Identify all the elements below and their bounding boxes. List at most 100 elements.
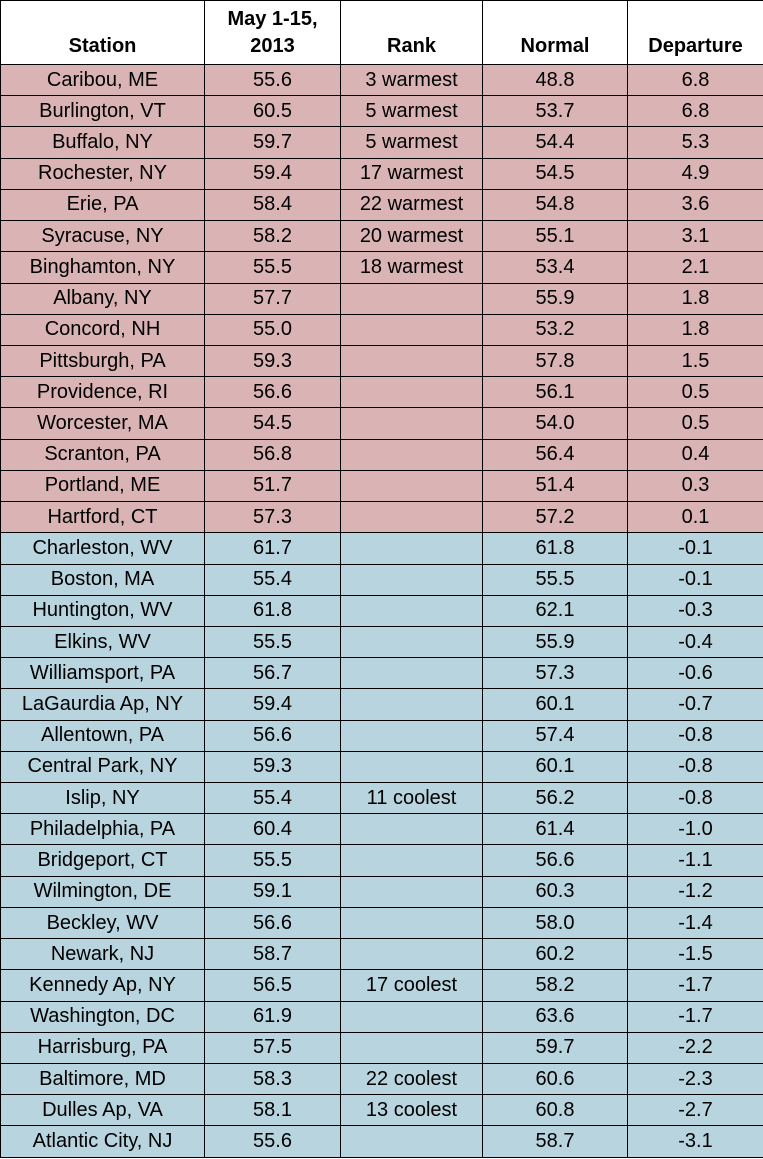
table-cell: 0.5 — [627, 376, 763, 409]
table-cell: 56.5 — [204, 969, 341, 1002]
table-cell: -1.4 — [627, 906, 763, 940]
table-cell: 62.1 — [482, 594, 628, 627]
table-row: Philadelphia, PA 60.4 61.4 -1.0 — [0, 813, 763, 846]
table-cell: 3.6 — [627, 188, 763, 222]
table-cell: Atlantic City, NJ — [0, 1125, 205, 1158]
table-cell: 61.7 — [204, 532, 341, 565]
header-cell: Station — [0, 0, 205, 65]
table-cell: -3.1 — [627, 1125, 763, 1158]
table-cell: -1.7 — [627, 1000, 763, 1033]
table-cell — [340, 594, 483, 627]
table-cell: 51.4 — [482, 469, 628, 503]
table-cell: 56.6 — [204, 906, 341, 940]
table-cell: 54.5 — [204, 407, 341, 440]
table-cell: 56.8 — [204, 438, 341, 471]
table-row: Elkins, WV 55.5 55.9 -0.4 — [0, 625, 763, 659]
table-cell: Philadelphia, PA — [0, 813, 205, 846]
table-cell — [340, 438, 483, 471]
table-cell: 58.7 — [482, 1125, 628, 1158]
table-cell: 58.1 — [204, 1094, 341, 1127]
table-cell: 3.1 — [627, 220, 763, 253]
table-cell: Burlington, VT — [0, 95, 205, 128]
table-cell: 61.8 — [204, 594, 341, 627]
table-row: Caribou, ME 55.6 3 warmest 48.8 6.8 — [0, 63, 763, 97]
table-header: Station May 1-15, 2013 Rank Normal Departure — [0, 0, 763, 65]
table-cell: 61.9 — [204, 1000, 341, 1033]
table-cell: 55.4 — [204, 563, 341, 596]
table-cell — [340, 875, 483, 908]
table-cell: 22 warmest — [340, 188, 483, 222]
table-cell: Wilmington, DE — [0, 875, 205, 908]
table-cell: -1.5 — [627, 938, 763, 971]
table-cell: 5 warmest — [340, 126, 483, 159]
table-cell: 20 warmest — [340, 220, 483, 253]
table-cell — [340, 1031, 483, 1065]
table-cell: 5.3 — [627, 126, 763, 159]
table-cell: Binghamton, NY — [0, 251, 205, 284]
table-cell: 58.3 — [204, 1062, 341, 1096]
table-cell — [340, 1125, 483, 1158]
table-cell: -1.2 — [627, 875, 763, 908]
table-cell: 57.3 — [482, 657, 628, 690]
table-cell — [340, 625, 483, 659]
table-cell: 53.4 — [482, 251, 628, 284]
table-cell — [340, 844, 483, 877]
table-cell: 56.4 — [482, 438, 628, 471]
table-cell — [340, 282, 483, 315]
table-cell: 57.2 — [482, 501, 628, 534]
table-cell: Albany, NY — [0, 282, 205, 315]
table-cell — [340, 532, 483, 565]
table-cell: Portland, ME — [0, 469, 205, 503]
table-cell: 1.8 — [627, 282, 763, 315]
table-row: Syracuse, NY 58.2 20 warmest 55.1 3.1 — [0, 220, 763, 253]
table-row: Washington, DC 61.9 63.6 -1.7 — [0, 1000, 763, 1033]
table-cell: 55.6 — [204, 1125, 341, 1158]
table-cell: 58.2 — [482, 969, 628, 1002]
table-cell — [340, 750, 483, 784]
table-cell: 61.4 — [482, 813, 628, 846]
table-cell: 56.6 — [482, 844, 628, 877]
table-cell: Dulles Ap, VA — [0, 1094, 205, 1127]
table-cell: 60.4 — [204, 813, 341, 846]
table-cell: 59.7 — [204, 126, 341, 159]
table-row: Albany, NY 57.7 55.9 1.8 — [0, 282, 763, 315]
table-cell: 61.8 — [482, 532, 628, 565]
table-cell — [340, 657, 483, 690]
table-cell: 56.1 — [482, 376, 628, 409]
table-cell — [340, 719, 483, 752]
table-cell: -0.7 — [627, 688, 763, 721]
table-cell: Harrisburg, PA — [0, 1031, 205, 1065]
table-cell: 54.4 — [482, 126, 628, 159]
table-cell: 55.4 — [204, 782, 341, 815]
table-cell: Kennedy Ap, NY — [0, 969, 205, 1002]
table-cell: 0.5 — [627, 407, 763, 440]
table-cell: 55.5 — [482, 563, 628, 596]
table-row: Kennedy Ap, NY 56.5 17 coolest 58.2 -1.7 — [0, 969, 763, 1002]
table-cell: 13 coolest — [340, 1094, 483, 1127]
table-cell: Huntington, WV — [0, 594, 205, 627]
header-row: Station May 1-15, 2013 Rank Normal Departure — [0, 0, 763, 65]
table-cell: 55.9 — [482, 282, 628, 315]
table-cell — [340, 313, 483, 346]
table-cell: -0.1 — [627, 563, 763, 596]
table-cell: 55.6 — [204, 63, 341, 97]
table-cell: 58.7 — [204, 938, 341, 971]
table-cell: 58.2 — [204, 220, 341, 253]
table-cell: 2.1 — [627, 251, 763, 284]
table-cell: 0.4 — [627, 438, 763, 471]
table-cell: 57.8 — [482, 344, 628, 378]
table-cell: 57.3 — [204, 501, 341, 534]
table-cell — [340, 563, 483, 596]
table-cell: -1.0 — [627, 813, 763, 846]
table-cell — [340, 376, 483, 409]
table-cell: -0.1 — [627, 532, 763, 565]
table-cell: Newark, NJ — [0, 938, 205, 971]
header-cell: Normal — [482, 0, 628, 65]
table-row: Charleston, WV 61.7 61.8 -0.1 — [0, 532, 763, 565]
table-row: Buffalo, NY 59.7 5 warmest 54.4 5.3 — [0, 126, 763, 159]
table-body: Caribou, ME 55.6 3 warmest 48.8 6.8 Burlingto… — [0, 63, 763, 1158]
table-cell: Scranton, PA — [0, 438, 205, 471]
table-cell: 60.1 — [482, 688, 628, 721]
